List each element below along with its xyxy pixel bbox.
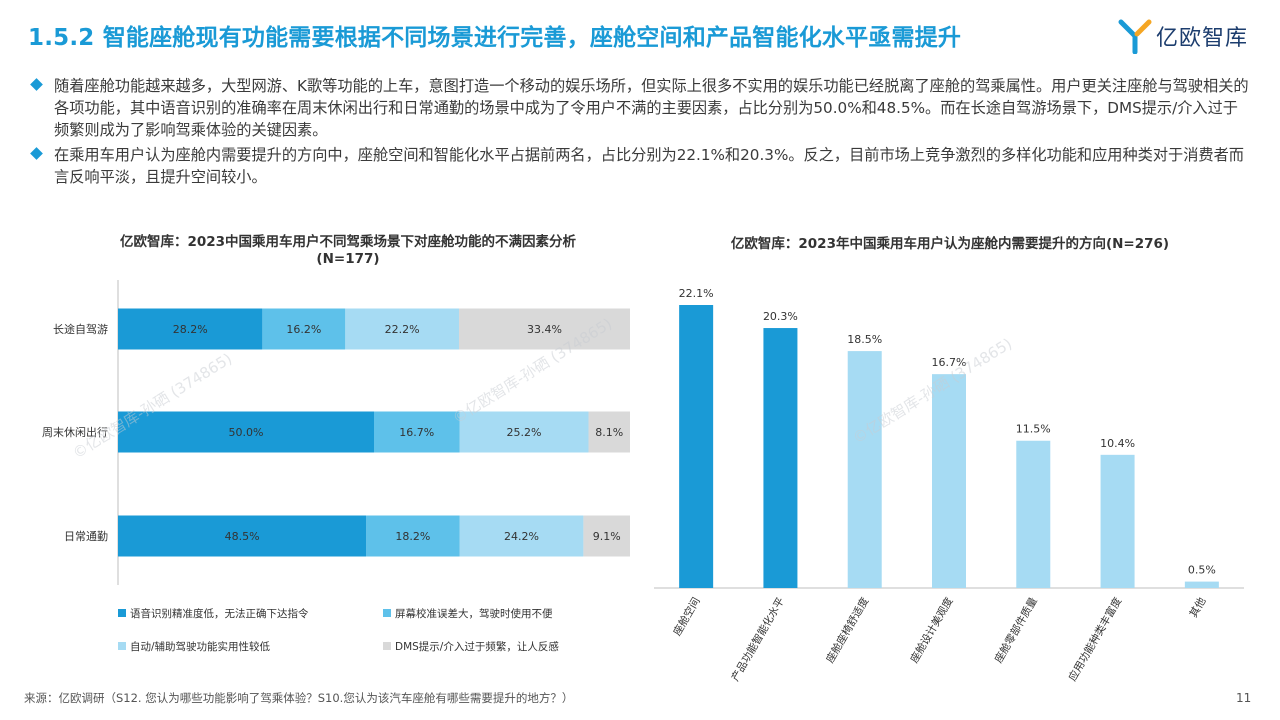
data-label: 0.5% [1188, 564, 1216, 577]
category-label: 周末休闲出行 [42, 425, 108, 439]
data-label: 50.0% [229, 426, 264, 439]
left-chart-subtitle: (N=177) [316, 251, 380, 267]
data-label: 28.2% [173, 323, 208, 336]
data-label: 16.7% [932, 356, 967, 369]
bar-segment [458, 308, 630, 350]
logo-text: 亿欧智库 [1156, 26, 1249, 51]
legend-label: DMS提示/介入过于频繁，让人反感 [395, 640, 559, 653]
data-label: 25.2% [507, 426, 542, 439]
category-label: 座舱空间 [670, 595, 702, 638]
bar [932, 374, 966, 588]
logo-icon [1118, 19, 1152, 54]
brand-logo: 亿欧智库 [1118, 16, 1268, 56]
data-label: 22.1% [679, 287, 714, 300]
data-label: 11.5% [1016, 423, 1051, 436]
data-label: 8.1% [595, 426, 623, 439]
bullet-item: 随着座舱功能越来越多，大型网游、K歌等功能的上车，意图打造一个移动的娱乐场所，但… [30, 75, 1252, 141]
data-label: 16.7% [399, 426, 434, 439]
category-label: 座舱零部件质量 [992, 595, 1040, 666]
bar [679, 305, 714, 588]
bar-segment [374, 411, 460, 453]
legend-swatch [383, 609, 391, 617]
legend-swatch [118, 609, 126, 617]
category-label: 座舱座椅舒适度 [823, 595, 871, 666]
left-chart-title-text: 亿欧智库：2023中国乘用车用户不同驾乘场景下对座舱功能的不满因素分析 [119, 234, 577, 250]
bar-segment [583, 515, 630, 557]
source-note: 来源：亿欧调研（S12. 您认为哪些功能影响了驾乘体验？S10.您认为该汽车座舱… [24, 691, 574, 705]
bar [847, 351, 882, 588]
bar-segment [588, 411, 630, 453]
legend-swatch [118, 642, 126, 650]
legend-label: 自动/辅助驾驶功能实用性较低 [130, 640, 271, 653]
bullet-text: 在乘用车用户认为座舱内需要提升的方向中，座舱空间和智能化水平占据前两名，占比分别… [54, 146, 1244, 186]
category-label: 长途自驾游 [53, 322, 108, 336]
data-label: 18.5% [847, 333, 882, 346]
bullet-list: 随着座舱功能越来越多，大型网游、K歌等功能的上车，意图打造一个移动的娱乐场所，但… [30, 75, 1252, 191]
category-label: 产品功能智能化水平 [729, 595, 788, 683]
bullet-item: 在乘用车用户认为座舱内需要提升的方向中，座舱空间和智能化水平占据前两名，占比分别… [30, 144, 1252, 188]
bar-segment [366, 515, 460, 557]
page-number: 11 [1236, 691, 1252, 705]
bar-segment [118, 411, 374, 453]
bullet-text: 随着座舱功能越来越多，大型网游、K歌等功能的上车，意图打造一个移动的娱乐场所，但… [54, 77, 1249, 139]
category-label: 日常通勤 [64, 530, 108, 543]
left-chart-title: 亿欧智库：2023中国乘用车用户不同驾乘场景下对座舱功能的不满因素分析 (N=1… [48, 234, 648, 268]
bar-segment [262, 308, 346, 350]
data-label: 33.4% [527, 323, 562, 336]
data-label: 9.1% [593, 530, 621, 543]
data-label: 18.2% [395, 530, 430, 543]
data-label: 20.3% [763, 310, 798, 323]
page-title: 1.5.2 智能座舱现有功能需要根据不同场景进行完善，座舱空间和产品智能化水平亟… [28, 25, 962, 51]
bar [1100, 454, 1135, 588]
bar-segment [345, 308, 459, 350]
bar [1184, 581, 1219, 588]
category-label: 座舱设计美观度 [908, 595, 956, 666]
data-label: 16.2% [286, 323, 321, 336]
legend-label: 屏幕校准误差大，驾驶时使用不便 [395, 607, 553, 620]
legend-label: 语音识别精准度低，无法正确下达指令 [130, 607, 309, 620]
data-label: 10.4% [1100, 437, 1135, 450]
bar-segment [459, 515, 584, 557]
bar [763, 328, 798, 588]
data-label: 22.2% [385, 323, 420, 336]
data-label: 24.2% [504, 530, 539, 543]
bar [1016, 440, 1051, 588]
category-label: 应用功能种类丰富度 [1066, 595, 1125, 684]
category-label: 其他 [1187, 595, 1209, 620]
bar-segment [459, 411, 589, 453]
data-label: 48.5% [225, 530, 260, 543]
right-chart-title: 亿欧智库：2023年中国乘用车用户认为座舱内需要提升的方向(N=276) [730, 236, 1170, 252]
bar-segment [118, 515, 367, 557]
legend-swatch [383, 642, 391, 650]
bar-segment [118, 308, 263, 350]
